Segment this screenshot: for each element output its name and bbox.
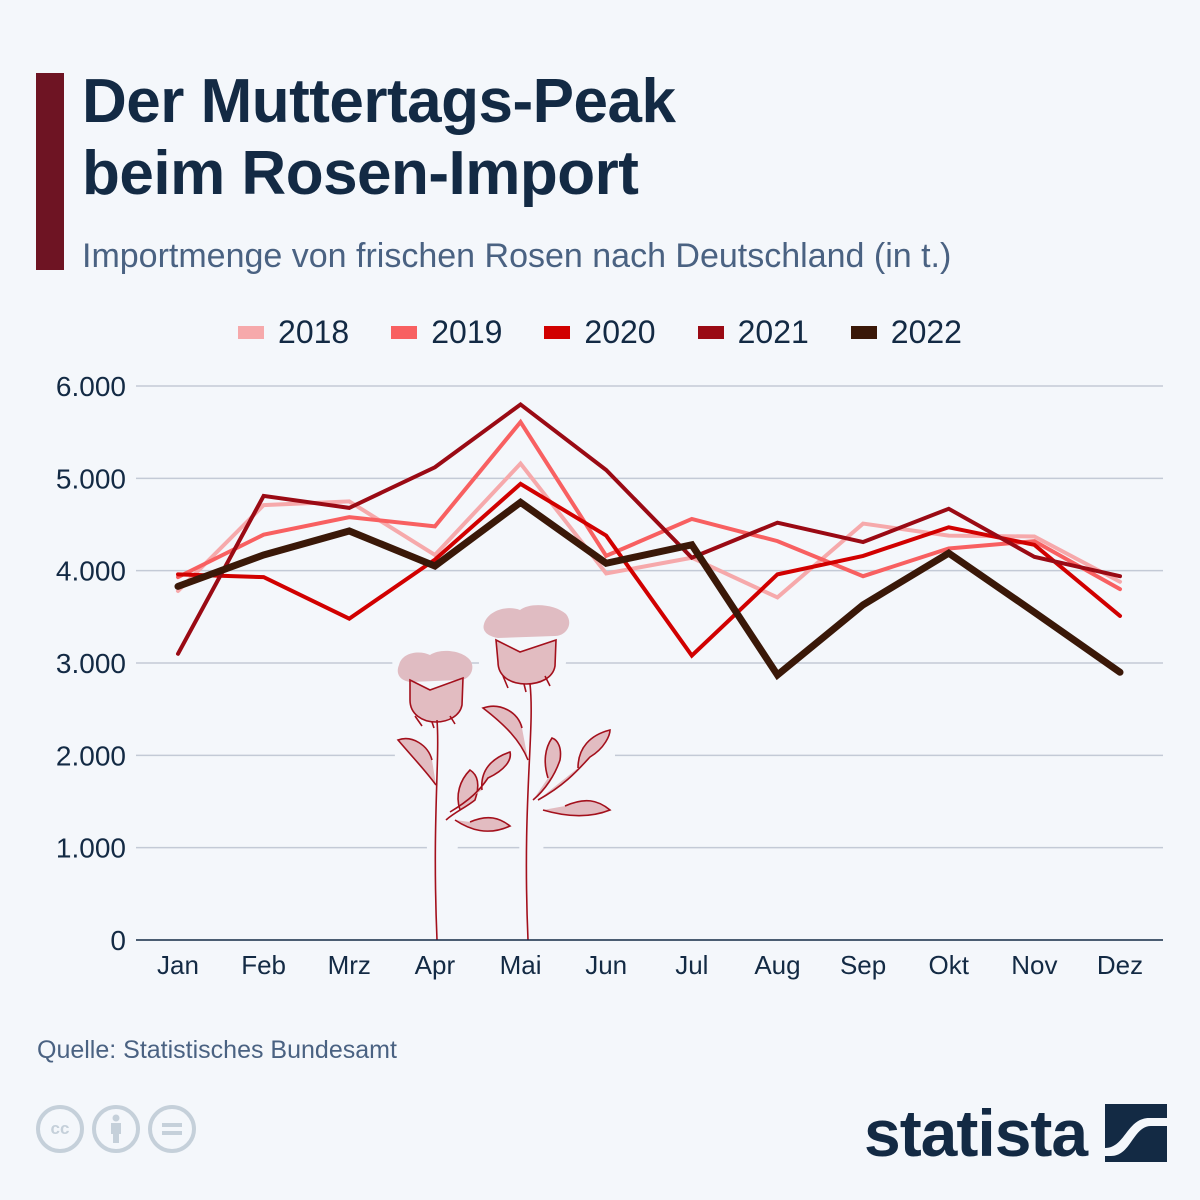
title-accent-bar [36,73,64,270]
legend-item-2018[interactable]: 2018 [238,314,349,351]
line-chart: 0 1.000 2.000 3.000 4.000 5.000 6.000 [56,371,1163,980]
y-tick-label: 6.000 [56,371,126,402]
series-2021 [176,401,1122,656]
rose-backdrop [392,650,520,940]
title-line-1: Der Muttertags-Peak [82,67,676,136]
legend-label: 2020 [584,313,656,350]
y-tick-label: 2.000 [56,740,126,771]
y-tick-label: 5.000 [56,463,126,494]
source-note: Quelle: Statistisches Bundesamt [37,1036,397,1064]
legend-swatch [238,325,265,339]
cc-icon[interactable]: cc [36,1105,84,1153]
legend-item-2021[interactable]: 2021 [697,313,809,351]
series-line-2021[interactable] [176,401,1122,656]
legend-swatch [850,325,877,339]
y-tick-label: 3.000 [56,648,126,679]
x-tick-label: Dez [1097,950,1143,980]
rose-right [481,605,612,941]
legend-item-2019[interactable]: 2019 [391,314,502,351]
legend: 2018 2019 2020 2021 2022 [0,310,1200,354]
x-tick-label: Sep [840,950,886,980]
equals-icon [162,1123,182,1135]
legend-label: 2021 [737,313,809,350]
rose-illustration [392,600,615,941]
series-line-2022[interactable] [174,498,1124,681]
y-tick-label: 4.000 [56,556,126,587]
rose-left [396,650,512,941]
gridlines [136,385,1163,849]
x-tick-label: Jul [675,950,708,980]
x-tick-label: Apr [415,950,456,980]
x-tick-label: Jun [585,950,627,980]
y-axis-ticks: 0 1.000 2.000 3.000 4.000 5.000 6.000 [56,371,126,956]
chart-title: Der Muttertags-Peak beim Rosen-Import [82,66,1082,210]
series-line-2018[interactable] [176,460,1122,600]
x-tick-label: Okt [929,950,970,980]
attribution-icon[interactable] [92,1105,140,1153]
y-tick-label: 0 [110,925,126,956]
x-tick-label: Nov [1011,950,1057,980]
series-2022 [174,498,1124,681]
x-axis-ticks: Jan Feb Mrz Apr Mai Jun Jul Aug Sep Okt Nov Dez [157,950,1143,980]
legend-item-2020[interactable]: 2020 [544,313,656,351]
person-icon [111,1114,121,1143]
legend-swatch [544,325,571,339]
legend-item-2022[interactable]: 2022 [850,313,962,351]
series-2020 [176,481,1122,659]
y-tick-label: 1.000 [56,833,126,864]
no-derivatives-icon[interactable] [148,1105,196,1153]
legend-swatch [697,325,724,339]
legend-swatch [391,325,418,339]
license-icons: cc [36,1105,196,1153]
legend-label: 2022 [890,313,962,350]
x-tick-label: Aug [754,950,800,980]
x-tick-label: Jan [157,950,199,980]
chart-subtitle: Importmenge von frischen Rosen nach Deut… [82,237,952,275]
series-line-2020[interactable] [176,481,1122,659]
legend-label: 2018 [278,313,350,350]
x-tick-label: Mrz [328,950,371,980]
series-line-2019[interactable] [176,418,1122,592]
series-2019 [176,418,1122,592]
statista-logo[interactable]: statista [864,1096,1168,1170]
x-tick-label: Feb [241,950,286,980]
x-tick-label: Mai [500,950,542,980]
title-line-2: beim Rosen-Import [82,139,639,208]
logo-text: statista [864,1096,1088,1170]
statista-logo-icon [1105,1104,1168,1162]
legend-label: 2019 [431,313,503,350]
series-lines [174,401,1124,681]
